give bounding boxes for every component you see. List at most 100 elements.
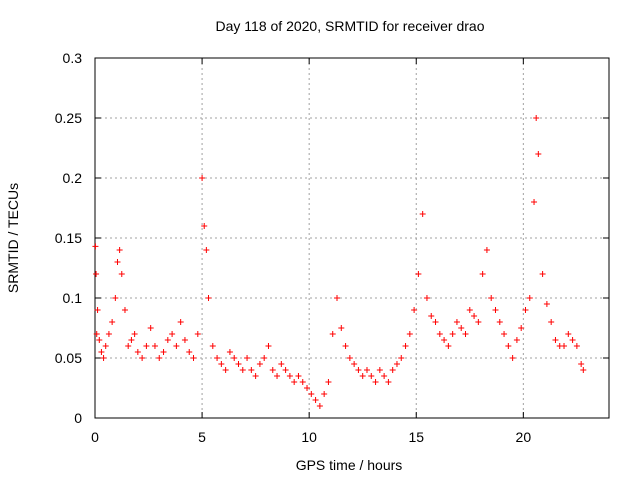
x-tick-label: 10 (301, 429, 317, 445)
data-point (573, 343, 580, 349)
data-point (372, 379, 379, 385)
data-point (118, 271, 125, 277)
data-point (496, 319, 503, 325)
y-tick-label: 0.25 (55, 110, 82, 126)
data-point (121, 307, 128, 313)
data-point (543, 301, 550, 307)
data-point (415, 271, 422, 277)
data-point (203, 247, 210, 253)
data-point (299, 379, 306, 385)
data-point (471, 313, 478, 319)
data-point (114, 259, 121, 265)
data-point (109, 319, 116, 325)
data-point (194, 331, 201, 337)
data-point (177, 319, 184, 325)
data-point (261, 355, 268, 361)
data-point (278, 361, 285, 367)
data-point (248, 367, 255, 373)
data-point (441, 337, 448, 343)
data-point (295, 373, 302, 379)
data-point (128, 337, 135, 343)
y-tick-label: 0.3 (63, 50, 83, 66)
x-tick-label: 0 (91, 429, 99, 445)
data-point (201, 223, 208, 229)
data-point (173, 343, 180, 349)
data-point (436, 331, 443, 337)
data-point (368, 373, 375, 379)
data-point (509, 355, 516, 361)
data-point (226, 349, 233, 355)
y-tick-label: 0.1 (63, 290, 83, 306)
data-point (93, 331, 100, 337)
data-point (423, 295, 430, 301)
data-point (432, 319, 439, 325)
data-point (334, 295, 341, 301)
data-point (291, 379, 298, 385)
data-point (561, 343, 568, 349)
data-point (98, 349, 105, 355)
x-axis-ticks: 0 5 10 15 20 (91, 58, 531, 445)
data-point (483, 247, 490, 253)
data-point (244, 355, 251, 361)
data-point (151, 343, 158, 349)
data-point (304, 385, 311, 391)
data-point (445, 343, 452, 349)
data-point (169, 331, 176, 337)
data-point (342, 343, 349, 349)
data-point (462, 331, 469, 337)
data-point (458, 325, 465, 331)
data-point (269, 367, 276, 373)
data-point (501, 331, 508, 337)
data-point (214, 355, 221, 361)
data-point (218, 361, 225, 367)
data-point (134, 349, 141, 355)
data-point (222, 367, 229, 373)
data-point (479, 271, 486, 277)
data-point (329, 331, 336, 337)
data-point (518, 325, 525, 331)
data-point (453, 319, 460, 325)
data-point (100, 355, 107, 361)
y-tick-label: 0.05 (55, 350, 82, 366)
data-point (274, 373, 281, 379)
data-point (235, 361, 242, 367)
data-point (522, 307, 529, 313)
data-point (505, 343, 512, 349)
data-point (112, 295, 119, 301)
data-point (565, 331, 572, 337)
data-point (265, 343, 272, 349)
data-point (312, 397, 319, 403)
data-point (96, 337, 103, 343)
data-point (308, 391, 315, 397)
data-point (190, 355, 197, 361)
x-tick-label: 20 (516, 429, 532, 445)
data-point (539, 271, 546, 277)
data-point (548, 319, 555, 325)
data-point (181, 337, 188, 343)
data-point (381, 373, 388, 379)
data-point (199, 175, 206, 181)
data-points (92, 115, 587, 409)
x-axis-label: GPS time / hours (296, 457, 403, 473)
chart-title: Day 118 of 2020, SRMTID for receiver dra… (216, 18, 485, 34)
data-point (580, 367, 587, 373)
data-point (156, 355, 163, 361)
data-point (393, 361, 400, 367)
data-point (131, 331, 138, 337)
data-point (256, 361, 263, 367)
data-point (406, 331, 413, 337)
data-point (92, 243, 99, 250)
data-point (252, 373, 259, 379)
data-point (93, 271, 100, 277)
data-point (338, 325, 345, 331)
data-point (125, 343, 132, 349)
y-tick-label: 0 (74, 410, 82, 426)
data-point (475, 319, 482, 325)
data-point (533, 115, 540, 121)
y-axis-ticks: 0 0.05 0.1 0.15 0.2 0.25 0.3 (55, 50, 609, 426)
data-point (316, 403, 323, 409)
data-point (526, 295, 533, 301)
data-point (411, 307, 418, 313)
data-point (376, 367, 383, 373)
